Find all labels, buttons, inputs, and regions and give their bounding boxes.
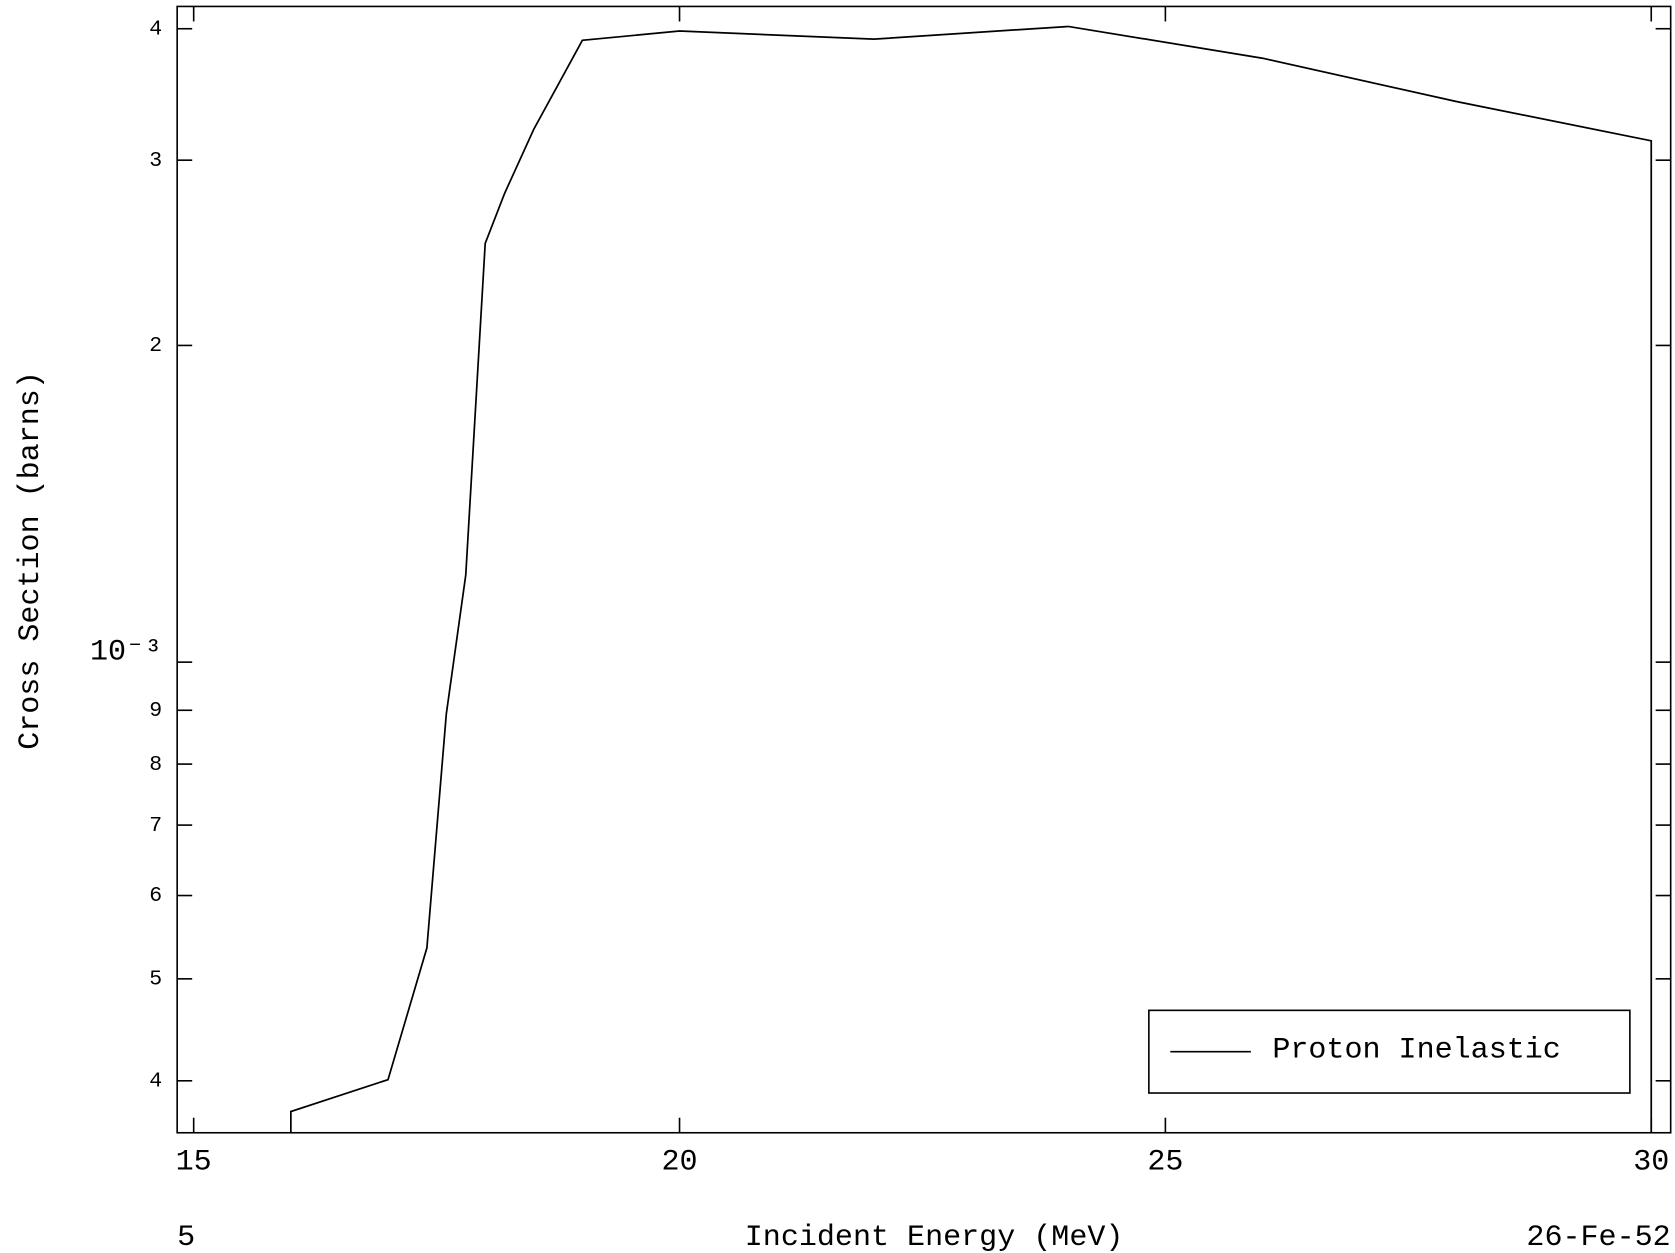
y-tick-label: 4 bbox=[149, 17, 162, 41]
x-tick-label: 25 bbox=[1147, 1146, 1183, 1180]
footer-left: 5 bbox=[177, 1221, 195, 1253]
plot-root: Cross Section (barns) Incident Energy (M… bbox=[14, 5, 1672, 1253]
legend-label: Proton Inelastic bbox=[1272, 1033, 1561, 1067]
y-tick-label: 4 bbox=[149, 1069, 162, 1093]
y-tick-label: 8 bbox=[149, 753, 162, 777]
y-tick-label: 9 bbox=[149, 699, 162, 723]
footer-right: 26-Fe-52 bbox=[1526, 1221, 1670, 1253]
x-tick-label: 15 bbox=[176, 1146, 212, 1180]
x-tick-label: 30 bbox=[1633, 1146, 1669, 1180]
y-tick-label: 10⁻³ bbox=[90, 635, 162, 669]
data-line bbox=[289, 25, 1653, 1133]
x-tick-label: 20 bbox=[662, 1146, 698, 1180]
plot-frame bbox=[176, 5, 1672, 1134]
y-tick-label: 7 bbox=[149, 814, 162, 838]
x-axis-label: Incident Energy (MeV) bbox=[745, 1221, 1124, 1253]
y-axis-label: Cross Section (barns) bbox=[14, 371, 48, 750]
legend: Proton Inelastic bbox=[1148, 1009, 1631, 1094]
y-tick-label: 6 bbox=[149, 884, 162, 908]
y-tick-label: 3 bbox=[149, 149, 162, 173]
y-tick-label: 2 bbox=[149, 334, 162, 358]
y-tick-label: 5 bbox=[149, 968, 162, 992]
